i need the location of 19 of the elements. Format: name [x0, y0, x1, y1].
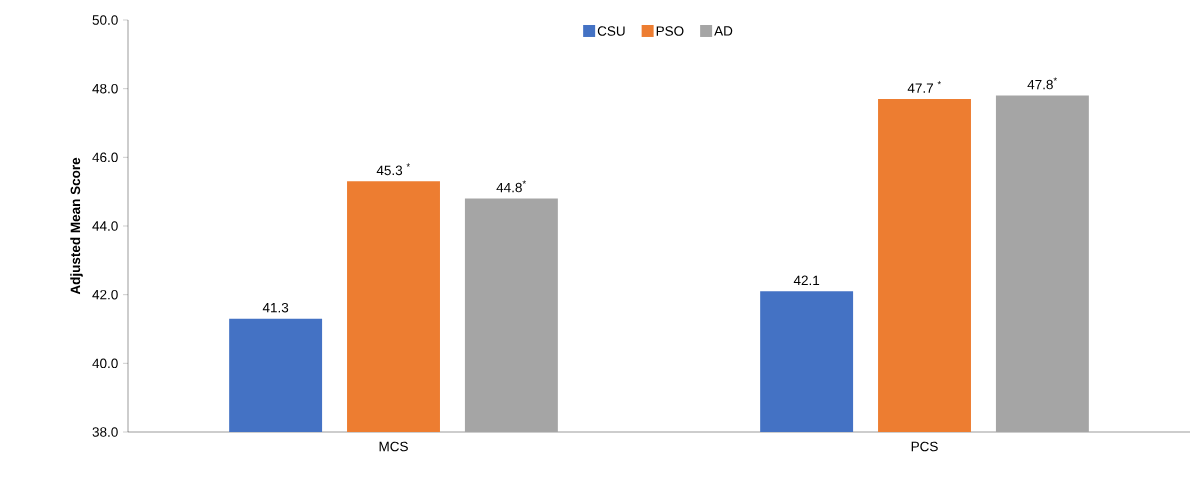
y-axis-title: Adjusted Mean Score [70, 157, 83, 295]
data-label: 42.1 [793, 275, 820, 286]
y-tick-label: 38.0 [92, 427, 118, 437]
data-label: 47.7 $^{*}$ [907, 81, 941, 93]
y-tick-label: 46.0 [92, 152, 118, 163]
data-label: 45.3 $^{*}$ [376, 163, 410, 176]
legend-label: PSO [656, 26, 684, 36]
x-tick-label: PCS [911, 441, 938, 452]
y-tick-label: 40.0 [92, 358, 118, 369]
y-tick-label: 42.0 [92, 289, 118, 300]
y-tick-label: 44.0 [92, 221, 118, 231]
data-label: 41.3 [262, 302, 289, 313]
x-tick-label: MCS [379, 441, 408, 452]
y-tick-label: 50.0 [92, 15, 118, 25]
legend-label: AD [714, 26, 733, 36]
y-tick-label: 48.0 [92, 83, 118, 94]
data-label: 44.8$^{*}$ [496, 180, 526, 193]
data-label: 47.8$^{*}$ [1027, 77, 1057, 90]
legend-label: CSU [597, 26, 625, 36]
